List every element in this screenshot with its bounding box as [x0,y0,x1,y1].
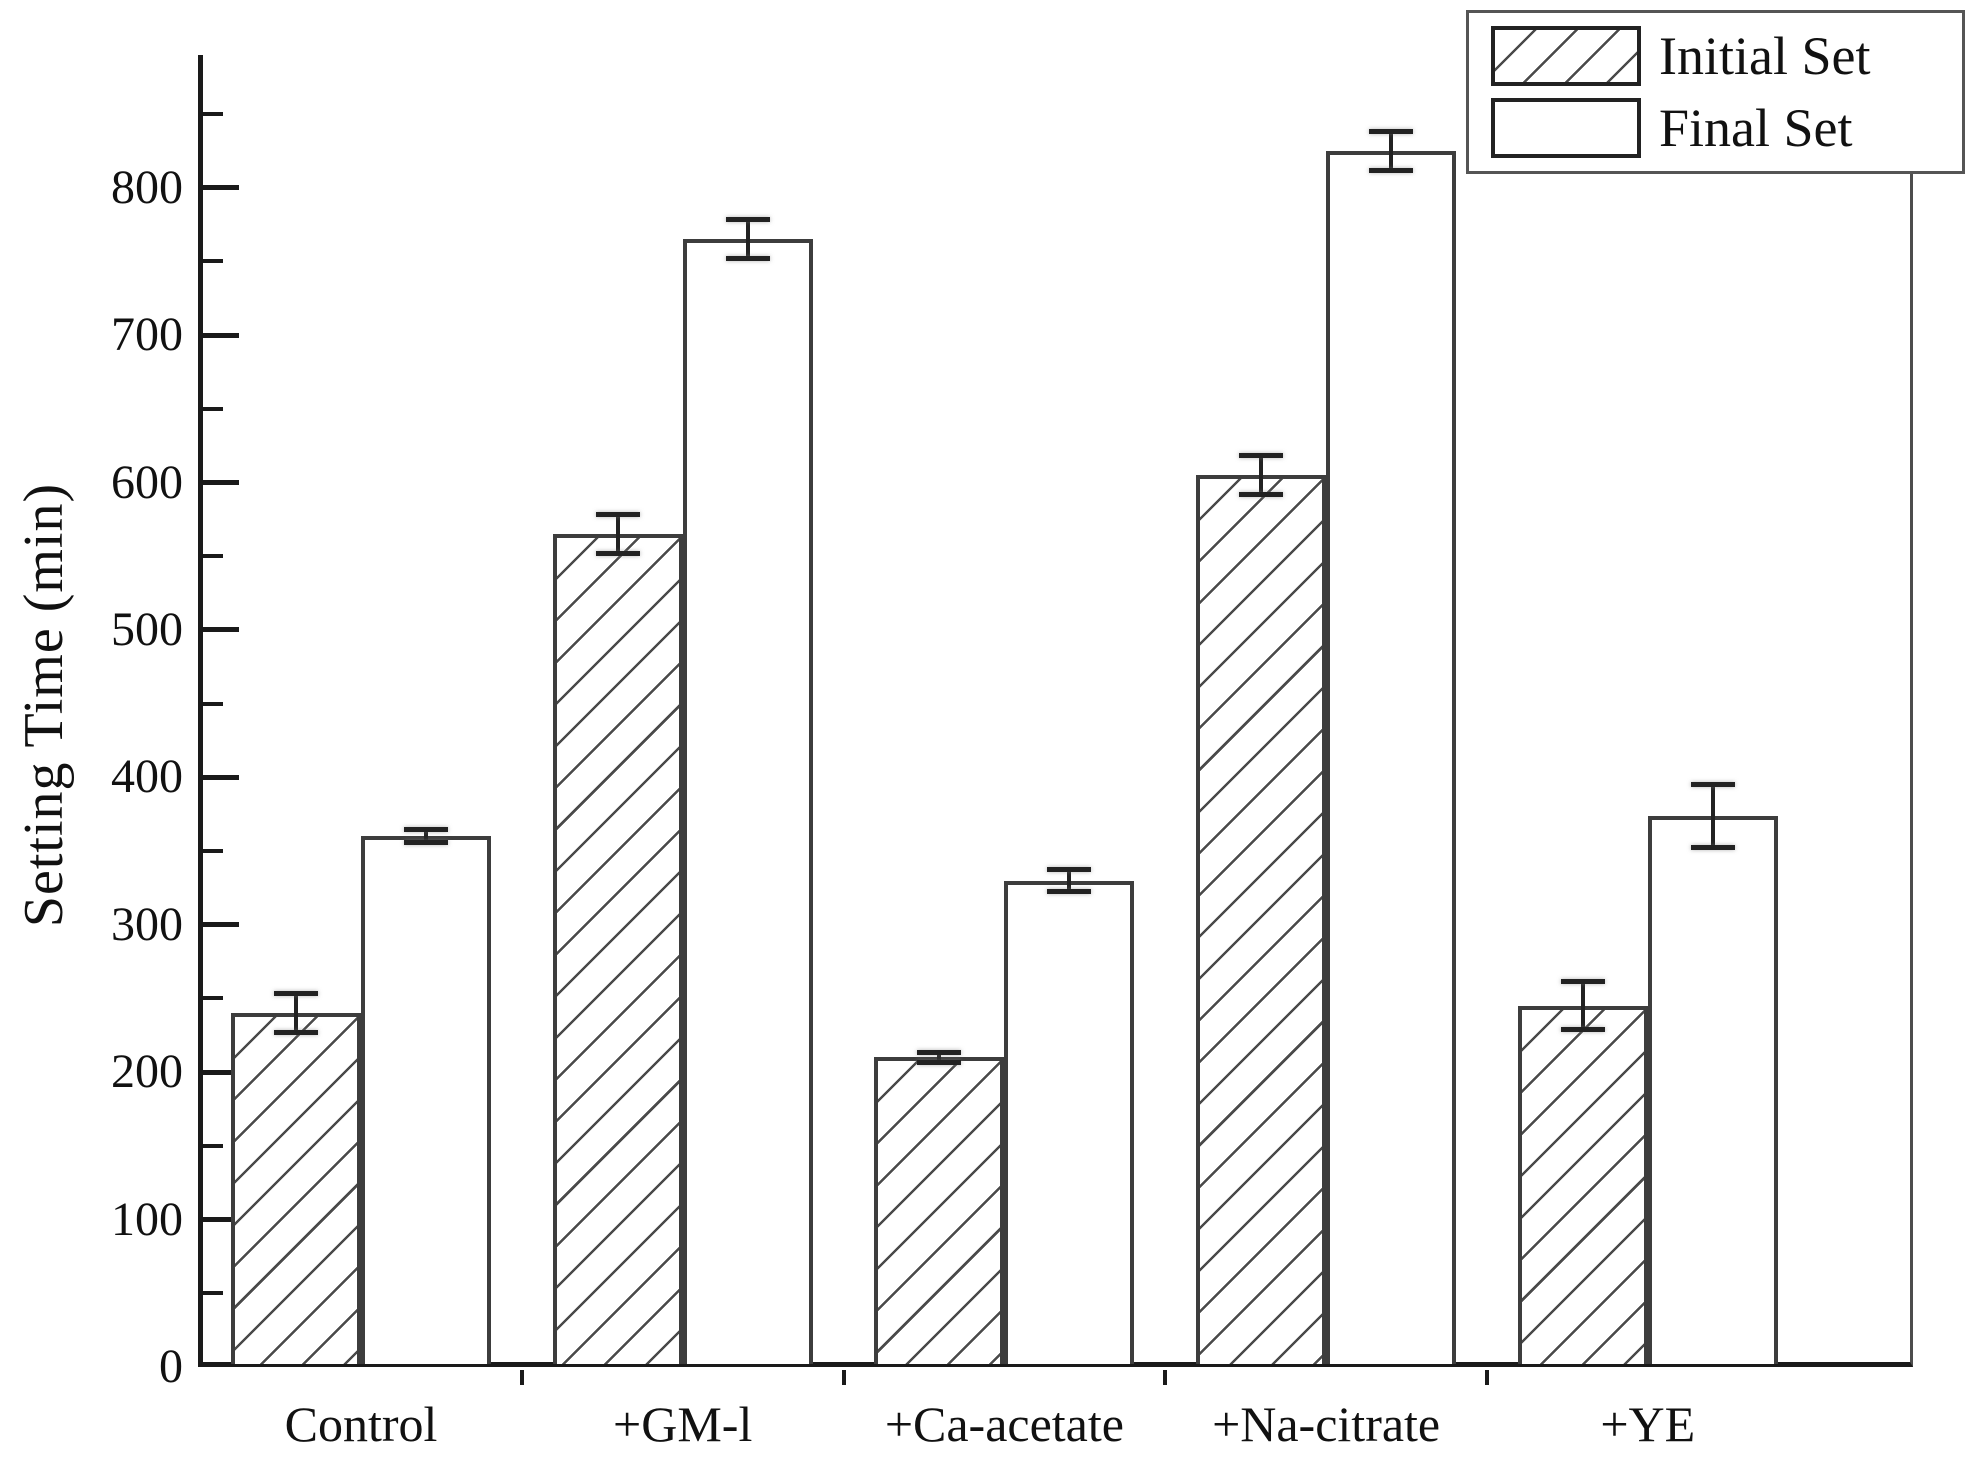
bar-final-set-ca-acetate [1004,880,1135,1364]
error-bar-bottom-cap [595,551,640,557]
bar-final-set-control [361,836,491,1364]
error-bar-line [615,511,620,557]
error-bar-top-cap [917,1050,962,1056]
final-set-plain-swatch-icon [1491,98,1641,158]
category-label-control: Control [284,1396,438,1452]
x-boundary-tick [841,1370,846,1385]
error-bar-final-set-ca-acetate [1047,867,1092,894]
y-tick-label: 400 [111,750,183,804]
y-minor-tick [203,701,223,706]
y-major-tick [203,627,239,633]
category-label-ye: +YE [1600,1396,1696,1452]
y-minor-tick [203,406,223,411]
bar-final-set-na-citrate [1326,150,1457,1364]
y-tick-label: 700 [111,308,183,362]
error-bar-line [937,1050,942,1065]
bar-initial-set-na-citrate [1196,475,1327,1364]
x-boundary-tick [1484,1370,1489,1385]
legend-item-initial-set: Initial Set [1491,25,1962,87]
error-bar-top-cap [1690,781,1735,787]
legend: Initial Set Final Set [1466,10,1965,174]
error-bar-final-set-na-citrate [1369,128,1414,173]
y-tick-label: 100 [111,1192,183,1246]
error-bar-initial-set-ye [1560,979,1605,1033]
y-tick-label: 200 [111,1045,183,1099]
bar-initial-set-ca-acetate [874,1057,1005,1364]
error-bar-top-cap [1239,453,1284,459]
y-major-tick [203,1217,239,1223]
y-major-tick [203,922,239,928]
y-major-tick [203,774,239,780]
plot-area [198,55,1913,1367]
error-bar-line [294,991,298,1036]
bar-final-set-gm-l [682,239,813,1364]
error-bar-top-cap [595,511,640,517]
legend-label-initial-set: Initial Set [1659,26,1871,86]
error-bar-top-cap [274,991,318,997]
y-tick-label: 800 [111,160,183,214]
legend-item-final-set: Final Set [1491,97,1962,159]
y-tick-label: 600 [111,455,183,509]
y-minor-tick [203,554,223,559]
bar-initial-set-ye [1517,1005,1648,1364]
error-bar-line [745,217,750,262]
error-bar-line [1710,781,1715,850]
bar-initial-set-gm-l [552,534,683,1364]
category-label-gm-l: +GM-l [613,1396,753,1452]
y-axis-title: Setting Time (min) [13,482,75,928]
category-label-ca-acetate: +Ca-acetate [884,1396,1124,1452]
error-bar-bottom-cap [1047,888,1092,894]
error-bar-initial-set-ca-acetate [917,1050,962,1065]
error-bar-line [1259,453,1264,498]
bar-final-set-ye [1647,815,1778,1364]
y-minor-tick [203,849,223,854]
y-major-tick [203,185,239,191]
x-boundary-tick [519,1370,524,1385]
error-bar-bottom-cap [1239,492,1284,498]
x-boundary-tick [1163,1370,1168,1385]
error-bar-top-cap [1047,867,1092,873]
y-minor-tick [203,111,223,116]
error-bar-final-set-control [404,827,448,846]
error-bar-initial-set-gm-l [595,511,640,557]
initial-set-hatch-swatch-icon [1491,26,1641,86]
y-minor-tick [203,259,223,264]
y-minor-tick [203,996,223,1001]
legend-label-final-set: Final Set [1659,98,1853,158]
error-bar-top-cap [1560,979,1605,985]
error-bar-bottom-cap [274,1030,318,1036]
y-major-tick [203,1069,239,1075]
bar-initial-set-control [231,1013,361,1364]
error-bar-bottom-cap [1369,167,1414,173]
error-bar-top-cap [725,217,770,223]
error-bar-line [1580,979,1585,1033]
error-bar-line [1389,128,1394,173]
error-bar-final-set-ye [1690,781,1735,850]
y-minor-tick [203,1143,223,1148]
error-bar-bottom-cap [1690,844,1735,850]
error-bar-top-cap [1369,128,1414,134]
y-minor-tick [203,1291,223,1296]
error-bar-initial-set-control [274,991,318,1036]
error-bar-top-cap [404,827,448,833]
y-tick-label: 0 [159,1340,183,1393]
error-bar-initial-set-na-citrate [1239,453,1284,498]
error-bar-bottom-cap [404,840,448,846]
y-major-tick [203,480,239,485]
y-tick-label: 500 [111,602,183,656]
y-major-tick [203,332,239,338]
y-tick-label: 300 [111,897,183,951]
error-bar-bottom-cap [1560,1027,1605,1033]
category-label-na-citrate: +Na-citrate [1212,1396,1441,1452]
error-bar-line [1067,867,1072,894]
error-bar-line [424,827,428,846]
error-bar-bottom-cap [725,256,770,262]
error-bar-bottom-cap [917,1059,962,1065]
error-bar-final-set-gm-l [725,217,770,262]
